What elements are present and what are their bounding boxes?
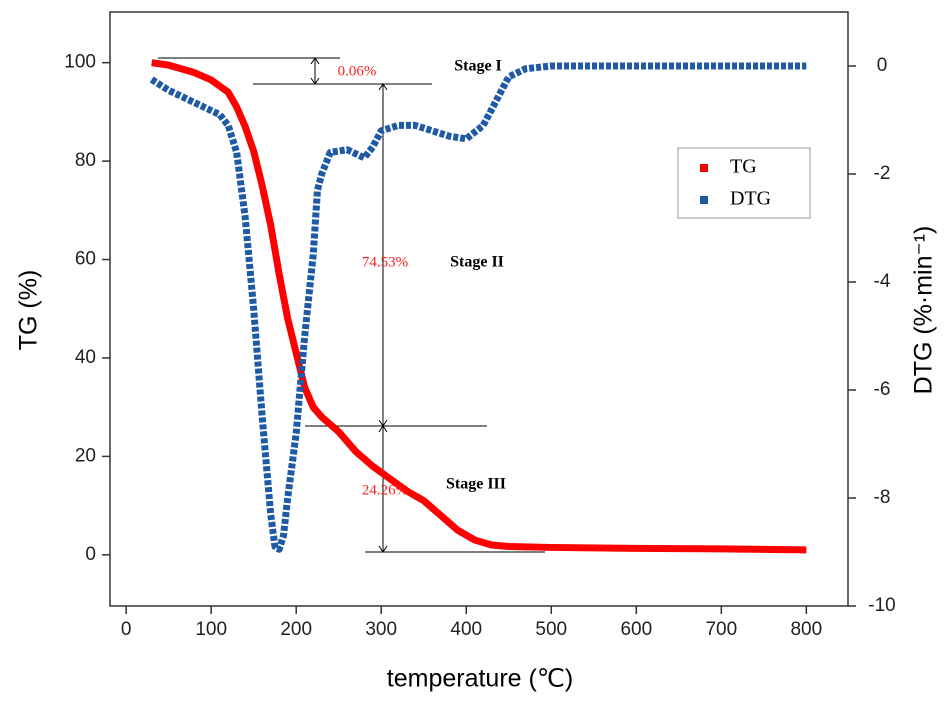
x-tick-label: 800 — [790, 619, 822, 640]
plot-frame — [109, 11, 849, 607]
annotation-stage: Stage II — [450, 254, 504, 271]
x-tick-label: 600 — [620, 619, 652, 640]
y-tick-label: 60 — [75, 249, 96, 270]
x-tick-label: 700 — [705, 619, 737, 640]
annotation-lines — [158, 57, 545, 553]
y2-tick-label: -6 — [874, 379, 891, 400]
y2-tick-label: -4 — [874, 271, 891, 292]
legend-box — [677, 147, 811, 219]
legend-label: TG — [730, 156, 757, 178]
legend-marker — [700, 196, 708, 204]
y2-tick-label: -10 — [868, 595, 895, 616]
x-tick-label: 0 — [121, 619, 132, 640]
legend-label: DTG — [730, 188, 771, 210]
y-tick-label: 100 — [64, 52, 96, 73]
annotation-percent: 74.53% — [362, 254, 408, 270]
y2-tick-label: -2 — [874, 163, 891, 184]
legend-marker — [700, 164, 708, 172]
annotation-percent: 0.06% — [338, 63, 377, 79]
y-axis-label: TG (%) — [15, 270, 43, 351]
x-axis-label: temperature (℃) — [387, 665, 573, 693]
x-tick-label: 100 — [195, 619, 227, 640]
y-tick-label: 80 — [75, 150, 96, 171]
y2-axis-label: DTG (%·min⁻¹) — [910, 226, 938, 395]
annotation-stage: Stage III — [446, 476, 506, 493]
y2-tick-label: -8 — [874, 487, 891, 508]
y-tick-label: 0 — [85, 544, 96, 565]
series-line — [151, 59, 807, 554]
x-tick-label: 200 — [280, 619, 312, 640]
y-tick-label: 20 — [75, 445, 96, 466]
series-line — [149, 62, 807, 553]
x-tick-label: 500 — [535, 619, 567, 640]
x-tick-label: 400 — [450, 619, 482, 640]
annotation-percent: 24.26% — [362, 482, 408, 498]
y2-tick-label: 0 — [877, 55, 888, 76]
annotation-stage: Stage I — [454, 58, 502, 75]
y-tick-label: 40 — [75, 347, 96, 368]
x-tick-label: 300 — [365, 619, 397, 640]
